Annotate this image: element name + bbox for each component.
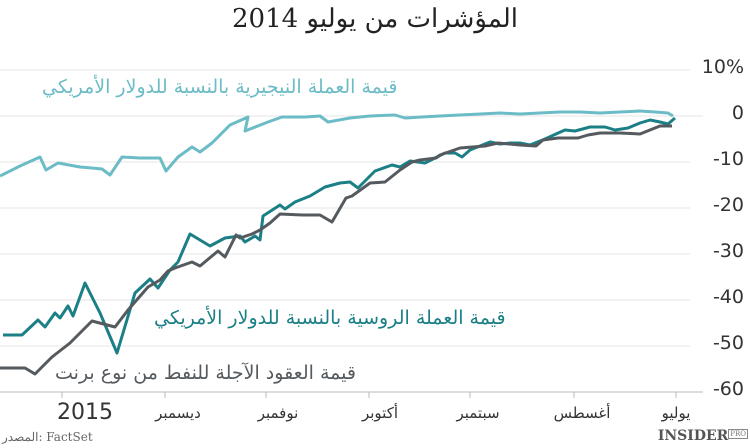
y-tick-label: -60 <box>712 378 744 400</box>
naira-line <box>0 109 674 178</box>
brand-name: INSIDER <box>657 428 729 444</box>
source-note: المصدر: FactSet <box>2 430 93 444</box>
brand-logo: INSIDER PRO <box>658 428 748 444</box>
y-tick-label: -30 <box>712 240 744 262</box>
gridlines <box>0 69 703 347</box>
y-tick-label: 10% <box>701 56 744 78</box>
naira-series-label: قيمة العملة النيجيرية بالنسبة للدولار ال… <box>42 76 398 98</box>
x-tick-label: أغسطس <box>553 404 611 422</box>
ruble-series-label: قيمة العملة الروسية بالنسبة للدولار الأم… <box>154 307 506 329</box>
y-tick-label: -40 <box>712 286 744 308</box>
y-tick-label: -10 <box>712 148 744 170</box>
x-tick-label: ديسمبر <box>155 404 201 422</box>
x-tick-label: سبتمبر <box>456 404 500 422</box>
x-tick-label: أكتوبر <box>361 404 399 422</box>
x-tick-label: 2015 <box>57 400 113 425</box>
brent-line <box>0 124 672 376</box>
brand-badge: PRO <box>728 429 748 439</box>
ruble-line <box>3 116 676 355</box>
y-tick-label: 0 <box>731 102 744 124</box>
chart-title: المؤشرات من يوليو 2014 <box>232 4 518 34</box>
x-tick-label: يوليو <box>661 404 691 422</box>
x-tick-label: نوفمبر <box>257 404 299 422</box>
y-tick-label: -20 <box>712 194 744 216</box>
x-axis-ticks <box>61 392 677 398</box>
y-tick-label: -50 <box>712 332 744 354</box>
brent-series-label: قيمة العقود الآجلة للنفط من نوع برنت <box>55 362 356 384</box>
